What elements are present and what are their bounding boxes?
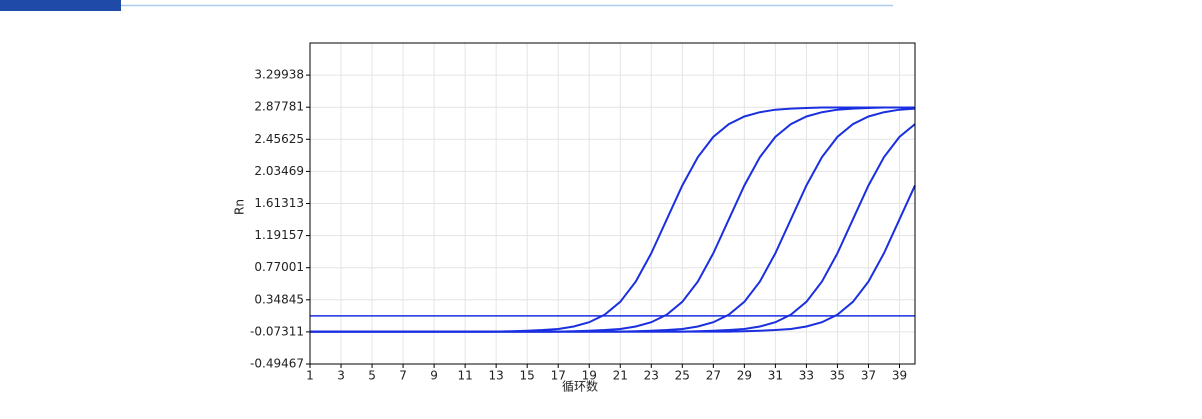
y-tick-label: 1.61313 [254, 196, 304, 210]
x-axis-label: 循环数 [562, 379, 598, 394]
x-tick-label: 13 [489, 369, 504, 383]
y-tick-label: 0.77001 [254, 260, 304, 274]
y-tick-label: 0.34845 [254, 292, 304, 306]
x-tick-label: 25 [675, 369, 690, 383]
x-tick-label: 15 [520, 369, 535, 383]
plot: -0.49467 -0.07311 0.34845 0.77001 1.19157 1.6… [250, 42, 916, 383]
x-tick-label: 33 [799, 369, 814, 383]
y-tick-label: 3.29938 [254, 68, 304, 82]
x-tick-label: 37 [861, 369, 876, 383]
amplification-curve [310, 185, 916, 333]
x-tick-label: 9 [430, 369, 438, 383]
x-tick-label: 23 [644, 369, 659, 383]
y-tick-label: -0.49467 [250, 357, 304, 371]
x-tick-label: 3 [337, 369, 345, 383]
x-tick-label: 5 [368, 369, 376, 383]
x-tick-label: 11 [457, 369, 472, 383]
x-tick-label: 29 [737, 369, 752, 383]
x-tick-label: 19 [582, 369, 597, 383]
plot-border [309, 42, 916, 365]
y-tick-label: -0.07311 [250, 324, 304, 338]
x-tick-label: 21 [613, 369, 628, 383]
y-tick-label: 2.87781 [254, 100, 304, 114]
x-tick-label: 27 [706, 369, 721, 383]
header-accent [0, 0, 121, 11]
x-tick-label: 1 [306, 369, 314, 383]
x-tick-label: 17 [551, 369, 566, 383]
x-tick-label: 31 [768, 369, 783, 383]
y-axis-label: Rn [233, 199, 247, 215]
y-tick-label: 2.03469 [254, 164, 304, 178]
y-tick-label: 2.45625 [254, 132, 304, 146]
x-tick-label: 39 [892, 369, 907, 383]
x-tick-label: 35 [830, 369, 845, 383]
y-tick-label: 1.19157 [254, 228, 304, 242]
x-tick-label: 7 [399, 369, 407, 383]
